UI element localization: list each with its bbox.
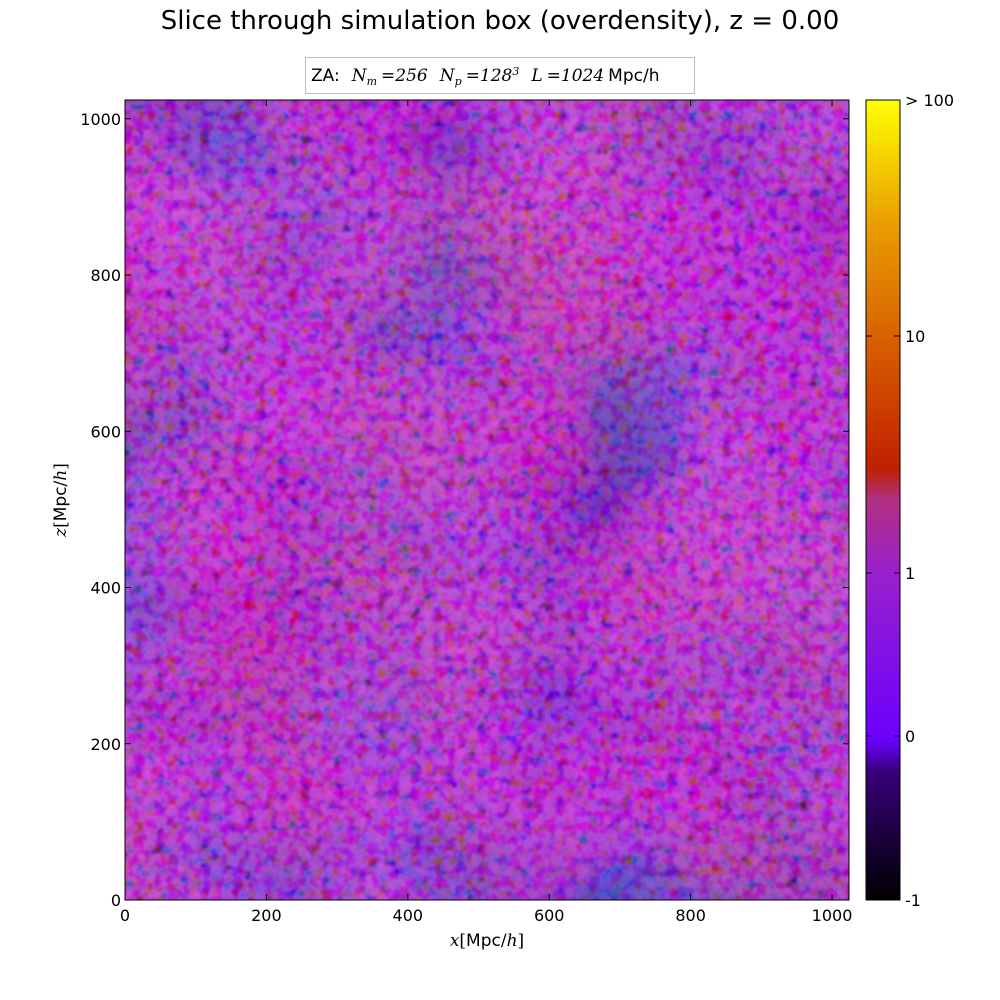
legend-nm: Nm (351, 65, 378, 88)
x-tick-label: 1000 (812, 906, 853, 925)
y-tick-label: 800 (90, 266, 121, 285)
chart-title: Slice through simulation box (overdensit… (160, 6, 840, 36)
heatmap-field (125, 100, 849, 900)
x-axis-label: x[Mpc/h] (450, 931, 524, 951)
colorbar-tick-label: 1 (905, 564, 915, 583)
legend-l-value: 1024 (560, 65, 605, 86)
x-tick-label: 200 (251, 906, 282, 925)
colorbar (865, 99, 901, 901)
colorbar-ticks: -1 0 1 10 > 100 (866, 91, 954, 910)
y-tick-label: 200 (90, 735, 121, 754)
y-axis: 0 200 400 600 800 1000 (80, 110, 849, 910)
legend-l-unit: Mpc/h (608, 65, 660, 86)
y-tick-label: 0 (111, 891, 121, 910)
legend-nm-value: 256 (395, 65, 428, 86)
colorbar-tick-label: > 100 (905, 91, 954, 110)
y-tick-label: 400 (90, 579, 121, 598)
legend-np-value: 1283 (479, 64, 520, 86)
x-axis: 0 200 400 600 800 1000 (120, 100, 852, 925)
legend-prefix: ZA: (311, 65, 340, 86)
plot-frame (124, 99, 850, 901)
legend-np: Np (439, 65, 462, 88)
x-tick-label: 0 (120, 906, 130, 925)
x-tick-label: 400 (393, 906, 424, 925)
y-axis-label: z[Mpc/h] (51, 463, 71, 538)
y-tick-label: 1000 (80, 110, 121, 129)
legend-box: ZA: Nm = 256 Np = 1283 L = 1024 Mpc/h (305, 57, 695, 94)
legend-l: L (531, 65, 543, 86)
y-tick-label: 600 (90, 422, 121, 441)
colorbar-tick-label: 0 (905, 727, 915, 746)
x-tick-label: 600 (534, 906, 565, 925)
colorbar-tick-label: -1 (905, 891, 921, 910)
heatmap-largescale (125, 100, 849, 900)
colorbar-tick-label: 10 (905, 327, 925, 346)
x-tick-label: 800 (675, 906, 706, 925)
